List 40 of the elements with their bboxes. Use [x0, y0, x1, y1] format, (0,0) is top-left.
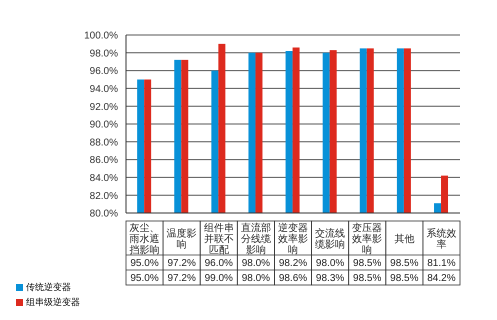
- x-tick-label: 交流线缆影响: [315, 228, 346, 250]
- data-label: 98.5%: [390, 258, 419, 269]
- x-tick-label: 组件串并联不匹配: [204, 222, 234, 256]
- data-label: 98.5%: [353, 258, 382, 269]
- x-tick-label: 其他: [394, 233, 414, 245]
- data-label: 98.0%: [242, 273, 270, 284]
- y-tick-label: 88.0%: [90, 137, 118, 148]
- x-tick-label: 变压器效率影响: [352, 222, 382, 256]
- data-label: 97.2%: [167, 258, 196, 269]
- data-label: 97.2%: [167, 273, 196, 284]
- data-label: 98.0%: [316, 258, 344, 269]
- data-label: 98.0%: [242, 258, 270, 269]
- data-label: 98.6%: [278, 273, 308, 284]
- x-tick-label: 系统效率: [426, 228, 456, 250]
- x-tick-label: 灰尘、雨水遮挡影响: [130, 222, 160, 256]
- y-tick-label: 84.0%: [90, 172, 118, 184]
- data-label: 84.2%: [427, 273, 456, 284]
- y-tick-label: 100.0%: [84, 30, 118, 42]
- y-tick-label: 86.0%: [90, 155, 118, 166]
- data-label: 95.0%: [130, 273, 159, 284]
- y-tick-label: 96.0%: [90, 66, 118, 78]
- data-label: 99.0%: [204, 273, 234, 284]
- y-tick-label: 94.0%: [90, 84, 118, 95]
- data-label: 98.2%: [278, 258, 308, 269]
- data-label: 98.3%: [316, 273, 344, 284]
- x-tick-label: 逆变器效率影响: [278, 222, 308, 256]
- data-label: 98.5%: [390, 273, 419, 284]
- x-tick-label: 温度影响: [166, 228, 197, 250]
- x-tick-label: 直流部分线缆影响: [240, 222, 271, 256]
- y-tick-label: 80.0%: [90, 208, 118, 220]
- y-tick-label: 98.0%: [90, 48, 118, 60]
- y-tick-label: 82.0%: [90, 190, 118, 202]
- data-label: 81.1%: [427, 258, 456, 269]
- data-label: 98.5%: [353, 273, 382, 284]
- y-tick-label: 92.0%: [90, 102, 118, 113]
- data-label: 95.0%: [130, 258, 159, 269]
- legend-label: 组串级逆变器: [26, 296, 80, 309]
- data-label: 96.0%: [204, 258, 234, 269]
- y-tick-label: 90.0%: [90, 120, 118, 131]
- legend-label: 传统逆变器: [26, 282, 71, 294]
